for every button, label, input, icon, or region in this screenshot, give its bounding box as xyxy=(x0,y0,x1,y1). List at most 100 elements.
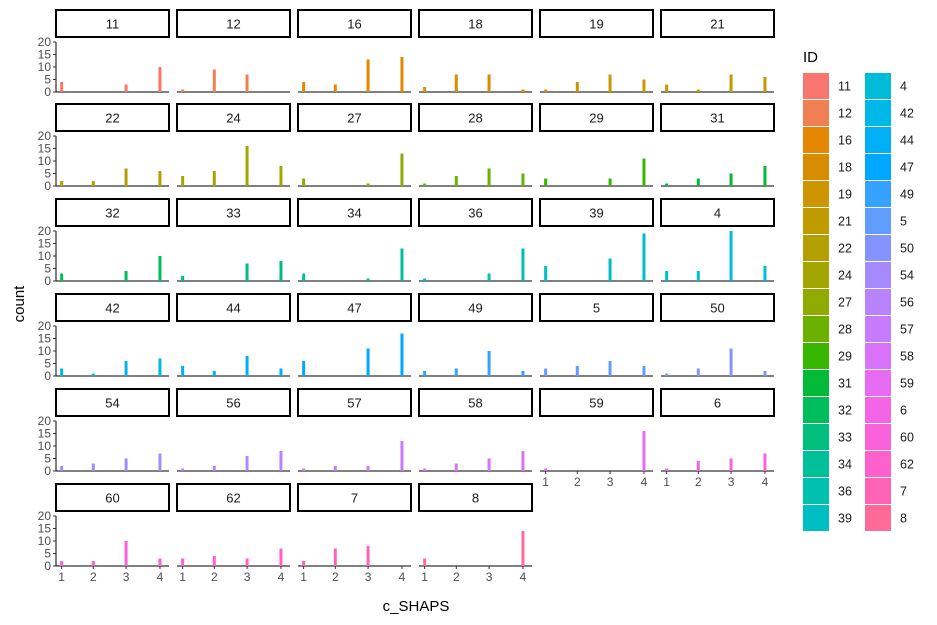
legend-item-36: 36 xyxy=(803,478,852,504)
y-tick-label: 5 xyxy=(44,73,51,87)
x-tick-label: 4 xyxy=(641,475,648,489)
x-tick-label: 4 xyxy=(520,570,527,584)
bar-44-1 xyxy=(181,366,185,376)
facet-panel-4: 4 xyxy=(660,198,775,282)
facet-strip xyxy=(297,293,412,322)
bar-5-4 xyxy=(642,366,646,376)
legend-swatch xyxy=(865,235,891,261)
facet-strip xyxy=(55,9,170,38)
facet-strip xyxy=(660,198,775,227)
bar-44-2 xyxy=(212,371,216,376)
bar-6-4 xyxy=(763,453,767,471)
facet-panel-19: 19 xyxy=(539,9,654,93)
bar-47-1 xyxy=(302,361,306,376)
legend-item-31: 31 xyxy=(803,370,852,396)
y-tick-label: 20 xyxy=(38,224,52,238)
bar-5-1 xyxy=(544,368,548,376)
legend-swatch xyxy=(803,100,829,126)
x-tick-label: 4 xyxy=(278,570,285,584)
facet-strip xyxy=(55,103,170,132)
y-tick-label: 20 xyxy=(38,414,52,428)
legend: 11 12 16 18 19 21 22 24 27 28 29 31 32 33 34 36 39 4 42 44 4… xyxy=(803,73,914,531)
bar-39-4 xyxy=(642,233,646,281)
legend-swatch xyxy=(865,100,891,126)
bar-31-2 xyxy=(696,178,700,186)
y-tick-label: 5 xyxy=(44,262,51,276)
bar-28-3 xyxy=(487,168,491,186)
facet-panel-58: 58 xyxy=(418,388,533,472)
bar-56-1 xyxy=(181,468,185,471)
facet-panel-56: 56 xyxy=(176,388,291,472)
bar-21-1 xyxy=(665,84,669,92)
y-tick-label: 0 xyxy=(44,559,51,573)
y-tick-label: 5 xyxy=(44,167,51,181)
bar-32-1 xyxy=(60,273,64,281)
x-tick-label: 2 xyxy=(332,570,339,584)
bar-62-3 xyxy=(245,558,249,566)
bar-33-1 xyxy=(181,276,185,281)
legend-item-57: 57 xyxy=(865,316,914,342)
facet-strip xyxy=(297,103,412,132)
legend-label: 59 xyxy=(900,377,914,391)
y-tick-label: 10 xyxy=(38,249,52,263)
bar-57-3 xyxy=(366,466,370,471)
legend-label: 21 xyxy=(838,215,852,229)
facet-strip-label: 42 xyxy=(105,301,119,316)
bar-4-4 xyxy=(763,266,767,281)
facet-panel-29: 29 xyxy=(539,103,654,187)
facet-strip-label: 49 xyxy=(468,301,482,316)
y-tick-label: 20 xyxy=(38,129,52,143)
facet-panel-21: 21 xyxy=(660,9,775,93)
legend-swatch xyxy=(803,451,829,477)
facet-strip-label: 57 xyxy=(347,396,361,411)
bar-22-1 xyxy=(60,181,64,186)
legend-label: 29 xyxy=(838,350,852,364)
facet-strip-label: 44 xyxy=(226,301,240,316)
facet-strip-label: 50 xyxy=(710,301,724,316)
facet-strip xyxy=(418,198,533,227)
bar-18-1 xyxy=(423,87,427,92)
legend-swatch xyxy=(865,343,891,369)
y-tick-label: 5 xyxy=(44,452,51,466)
bar-29-4 xyxy=(642,158,646,186)
y-tick-label: 10 xyxy=(38,439,52,453)
bar-56-3 xyxy=(245,456,249,471)
x-tick-label: 1 xyxy=(421,570,428,584)
bar-5-2 xyxy=(575,366,579,376)
facet-panel-36: 36 xyxy=(418,198,533,282)
bar-6-3 xyxy=(729,458,733,471)
facet-strip-label: 8 xyxy=(472,491,479,506)
legend-item-21: 21 xyxy=(803,208,852,234)
legend-label: 36 xyxy=(838,485,852,499)
y-tick-label: 15 xyxy=(38,427,52,441)
facet-strip-label: 18 xyxy=(468,17,482,32)
bar-47-4 xyxy=(400,333,404,376)
y-tick-label: 15 xyxy=(38,48,52,62)
facet-strip-label: 7 xyxy=(351,491,358,506)
facet-strip-label: 12 xyxy=(226,17,240,32)
facet-panel-62: 62 1 2 3 4 xyxy=(176,483,291,584)
bar-32-3 xyxy=(124,271,128,281)
bar-59-1 xyxy=(544,468,548,471)
bar-18-3 xyxy=(487,74,491,92)
bar-60-3 xyxy=(124,541,128,566)
legend-swatch xyxy=(865,181,891,207)
legend-label: 44 xyxy=(900,134,914,148)
bar-22-2 xyxy=(91,181,95,186)
facet-strip xyxy=(660,293,775,322)
facet-strip-label: 56 xyxy=(226,396,240,411)
legend-label: 39 xyxy=(838,512,852,526)
facet-panel-57: 57 xyxy=(297,388,412,472)
facet-strip-label: 59 xyxy=(589,396,603,411)
bar-8-1 xyxy=(423,558,427,566)
y-tick-label: 0 xyxy=(44,464,51,478)
bar-56-4 xyxy=(279,451,283,471)
legend-swatch xyxy=(803,127,829,153)
facet-strip xyxy=(176,483,291,512)
facet-panel-59: 59 1 2 3 4 xyxy=(539,388,654,489)
bar-36-1 xyxy=(423,278,427,281)
facet-strip xyxy=(660,103,775,132)
facet-strip-label: 31 xyxy=(710,111,724,126)
